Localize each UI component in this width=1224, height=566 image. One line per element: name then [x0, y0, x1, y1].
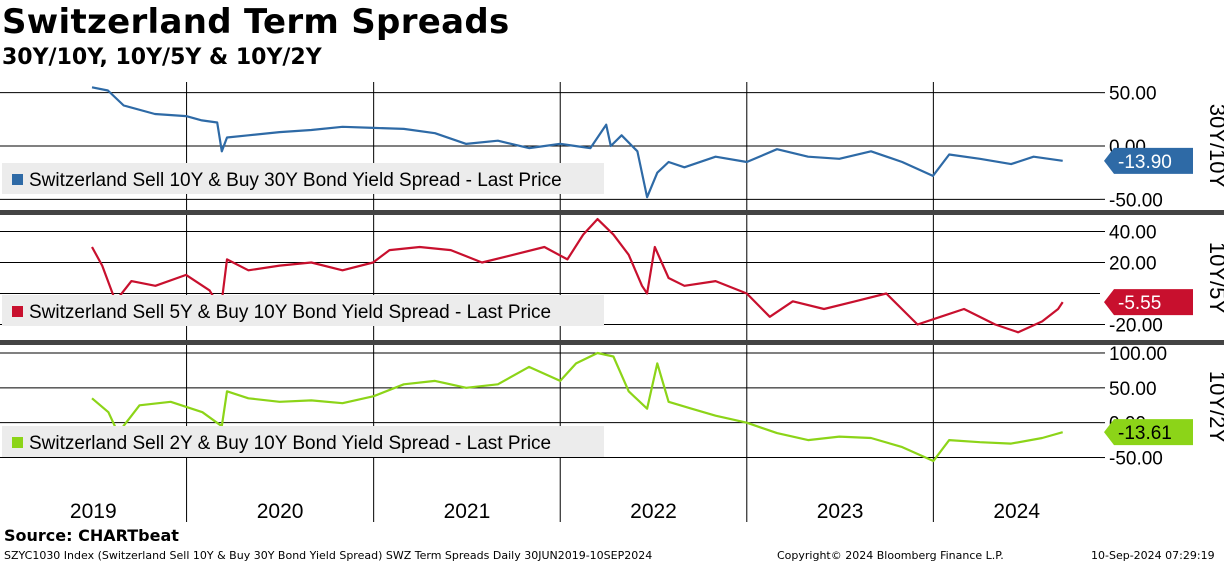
x-axis-year-label-2019: 2019	[70, 500, 117, 523]
panel-1-legend-box	[2, 163, 604, 194]
panel-separator-1	[0, 210, 1224, 215]
panel-separator-2	[0, 340, 1224, 345]
panel-2-tick-label-2: -20.00	[1109, 316, 1163, 337]
panel-3-legend-box	[2, 426, 604, 457]
panel-3-last-value-tag	[1104, 419, 1193, 446]
x-axis-year-label-2024: 2024	[993, 500, 1040, 523]
panel-2-last-value-tag	[1104, 289, 1193, 316]
footer-description: SZYC1030 Index (Switzerland Sell 10Y & B…	[4, 549, 653, 562]
x-axis-year-label-2023: 2023	[817, 500, 864, 523]
panel-1-legend-label: Switzerland Sell 10Y & Buy 30Y Bond Yiel…	[29, 170, 562, 191]
panel-1-series-line	[91, 86, 1063, 199]
panel-1-tick-label-2: -50.00	[1109, 190, 1163, 211]
footer-timestamp: 10-Sep-2024 07:29:19	[1091, 549, 1215, 562]
panel-3-tick-label-1: 50.00	[1109, 379, 1157, 400]
panel-3-tick-label-0: 100.00	[1109, 344, 1167, 365]
chart-subtitle: 30Y/10Y, 10Y/5Y & 10Y/2Y	[2, 45, 322, 70]
panel-2-legend-box	[2, 295, 604, 326]
panel-2-legend-swatch	[12, 306, 23, 317]
panel-2-series-line	[91, 218, 1064, 334]
footer-copyright: Copyright© 2024 Bloomberg Finance L.P.	[777, 549, 1004, 562]
chart-title: Switzerland Term Spreads	[2, 2, 510, 42]
x-axis-year-label-2021: 2021	[444, 500, 491, 523]
source-label: Source: CHARTbeat	[4, 526, 179, 545]
panel-3-tick-label-3: -50.00	[1109, 449, 1163, 470]
panel-1-last-value-label: -13.90	[1118, 152, 1172, 173]
panel-2-last-value-label: -5.55	[1118, 293, 1161, 314]
panel-2-legend-label: Switzerland Sell 5Y & Buy 10Y Bond Yield…	[29, 302, 551, 323]
panel-1-tick-label-0: 50.00	[1109, 84, 1157, 105]
panel-3-side-label: 10Y/2Y	[1205, 371, 1224, 443]
panel-1-side-label: 30Y/10Y	[1205, 104, 1224, 189]
panel-2-tick-label-0: 40.00	[1109, 223, 1157, 244]
panel-3-last-value-label: -13.61	[1118, 423, 1172, 444]
panel-2-side-label: 10Y/5Y	[1205, 242, 1224, 314]
panel-3-legend-swatch	[12, 437, 23, 448]
x-axis-year-label-2022: 2022	[630, 500, 677, 523]
panel-1-last-value-tag	[1104, 147, 1193, 174]
x-axis-year-label-2020: 2020	[257, 500, 304, 523]
panel-2-tick-label-1: 20.00	[1109, 254, 1157, 275]
panel-3-legend-label: Switzerland Sell 2Y & Buy 10Y Bond Yield…	[29, 433, 551, 454]
panel-1-legend-swatch	[12, 174, 23, 185]
panel-3-series-line	[91, 351, 1063, 463]
